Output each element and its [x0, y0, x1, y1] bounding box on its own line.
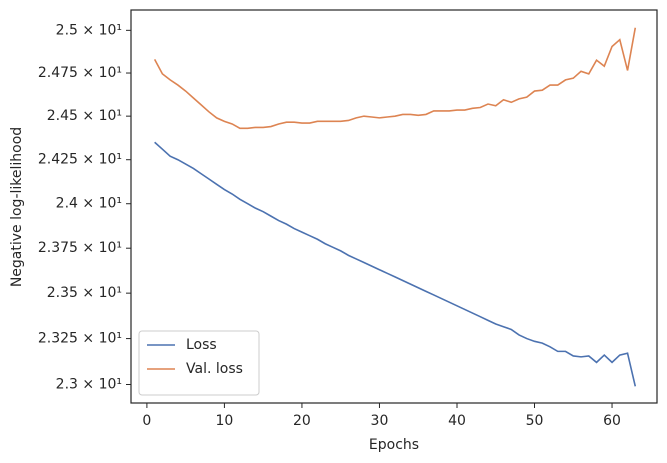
series-line	[154, 141, 637, 387]
x-tick-label: 60	[603, 413, 621, 429]
legend-label: Loss	[186, 337, 217, 353]
legend-box	[138, 330, 260, 396]
y-tick-label: 2.3 × 10¹	[56, 376, 122, 392]
x-tick-label: 20	[293, 413, 311, 429]
x-tick-label: 0	[142, 413, 151, 429]
y-tick-label: 2.425 × 10¹	[38, 152, 122, 168]
x-tick-label: 30	[371, 413, 389, 429]
y-tick-label: 2.475 × 10¹	[38, 65, 122, 81]
y-tick-label: 2.325 × 10¹	[38, 331, 122, 347]
y-tick-label: 2.45 × 10¹	[47, 108, 122, 124]
legend-label: Val. loss	[186, 361, 243, 377]
x-axis-label: Epochs	[369, 437, 419, 453]
y-axis-label: Negative log-likelihood	[9, 127, 25, 287]
y-tick-label: 2.375 × 10¹	[38, 240, 122, 256]
series-line	[153, 27, 637, 130]
y-tick-label: 2.35 × 10¹	[47, 285, 122, 301]
x-tick-label: 40	[448, 413, 466, 429]
y-tick-label: 2.4 × 10¹	[56, 196, 122, 212]
x-tick-label: 10	[216, 413, 234, 429]
plot-frame	[130, 9, 658, 404]
y-tick-label: 2.5 × 10¹	[56, 22, 122, 38]
x-tick-label: 50	[526, 413, 544, 429]
